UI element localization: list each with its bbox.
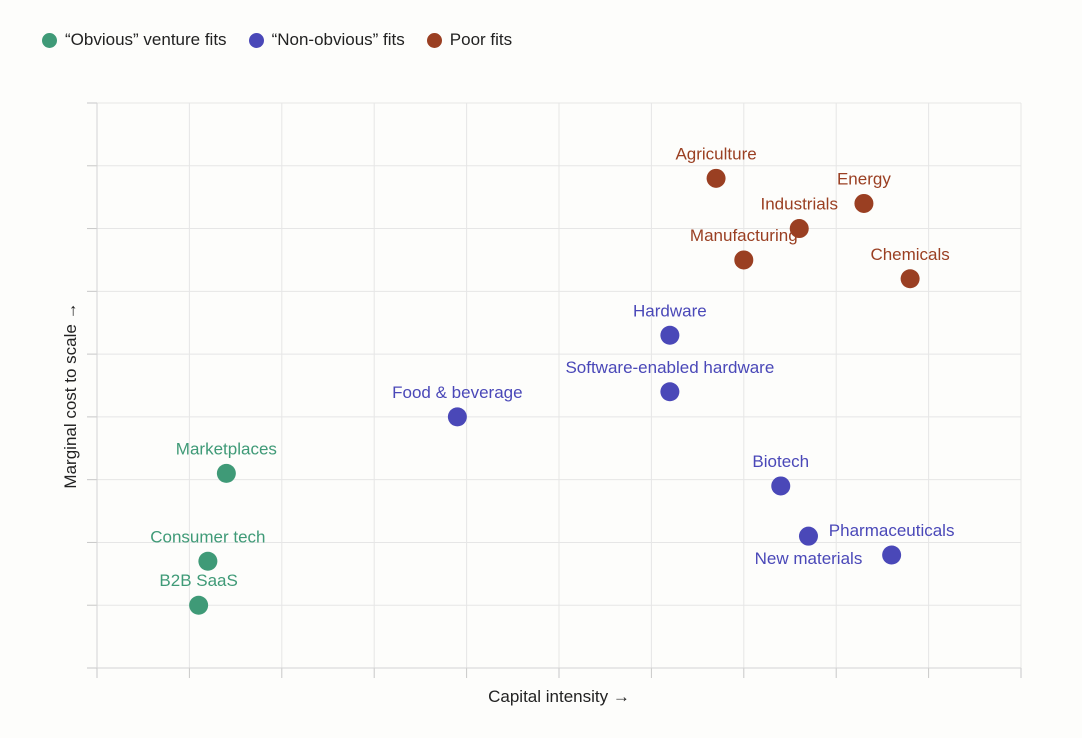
point-label-manufacturing: Manufacturing bbox=[690, 226, 798, 245]
point-marketplaces[interactable] bbox=[216, 463, 236, 483]
legend-swatch-obvious bbox=[42, 32, 57, 48]
point-consumer-tech[interactable] bbox=[198, 551, 218, 571]
point-manufacturing[interactable] bbox=[734, 250, 754, 270]
point-label-biotech: Biotech bbox=[752, 452, 809, 471]
point-hardware[interactable] bbox=[660, 325, 680, 345]
point-label-energy: Energy bbox=[837, 169, 891, 188]
point-biotech[interactable] bbox=[771, 476, 791, 496]
point-chemicals[interactable] bbox=[900, 269, 920, 289]
point-label-software-enabled-hardware: Software-enabled hardware bbox=[565, 358, 774, 377]
point-label-food-beverage: Food & beverage bbox=[392, 383, 522, 402]
point-pharmaceuticals[interactable] bbox=[882, 545, 902, 565]
legend-item-nonobvious[interactable]: “Non-obvious” fits bbox=[248, 30, 405, 50]
point-label-industrials: Industrials bbox=[760, 195, 837, 214]
series-nonobvious: Food & beverage Hardware Software-enabled … bbox=[392, 301, 954, 568]
chart-axes bbox=[87, 102, 1022, 678]
point-label-b2b-saas: B2B SaaS bbox=[159, 571, 237, 590]
chart-points: Marketplaces Consumer tech B2B SaaS Food & … bbox=[150, 144, 954, 615]
series-obvious: Marketplaces Consumer tech B2B SaaS bbox=[150, 439, 277, 615]
legend-swatch-nonobvious bbox=[248, 32, 264, 48]
point-label-pharmaceuticals: Pharmaceuticals bbox=[829, 521, 955, 540]
x-axis-title: Capital intensity → bbox=[488, 687, 630, 706]
legend-item-poor[interactable]: Poor fits bbox=[426, 30, 513, 50]
legend-label-poor: Poor fits bbox=[449, 30, 513, 49]
point-industrials[interactable] bbox=[789, 219, 809, 239]
chart-legend: “Obvious” venture fits “Non-obvious” fit… bbox=[42, 30, 512, 50]
legend-item-obvious[interactable]: “Obvious” venture fits bbox=[42, 30, 227, 50]
point-energy[interactable] bbox=[854, 193, 874, 213]
point-label-agriculture: Agriculture bbox=[675, 144, 756, 163]
point-label-new-materials: New materials bbox=[755, 549, 863, 568]
legend-label-nonobvious: “Non-obvious” fits bbox=[271, 30, 405, 49]
point-label-marketplaces: Marketplaces bbox=[176, 439, 277, 458]
point-software-enabled-hardware[interactable] bbox=[660, 382, 680, 402]
point-label-chemicals: Chemicals bbox=[870, 245, 949, 264]
point-agriculture[interactable] bbox=[706, 168, 726, 188]
point-label-hardware: Hardware bbox=[633, 301, 707, 320]
point-food-beverage[interactable] bbox=[447, 407, 467, 427]
legend-swatch-poor bbox=[426, 32, 442, 48]
y-axis-title: Marginal cost to scale → bbox=[61, 302, 80, 488]
point-b2b-saas[interactable] bbox=[189, 595, 209, 615]
point-label-consumer-tech: Consumer tech bbox=[150, 527, 265, 546]
point-new-materials[interactable] bbox=[798, 526, 818, 546]
legend-label-obvious: “Obvious” venture fits bbox=[65, 30, 227, 49]
